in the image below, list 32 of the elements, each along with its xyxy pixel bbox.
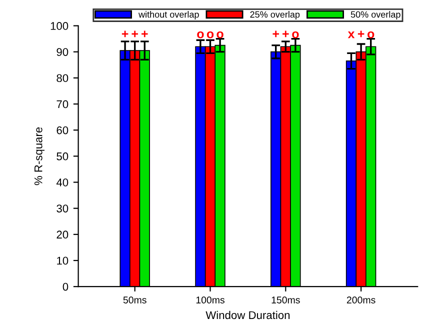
y-axis-title: % R-square	[34, 127, 44, 186]
data-label: o	[368, 31, 374, 38]
y-tick-label: 0	[62, 282, 68, 291]
data-label: +	[142, 30, 148, 38]
legend-label: without overlap	[138, 11, 199, 20]
y-tick-label: 60	[56, 126, 68, 134]
data-label: o	[206, 31, 214, 38]
x-tick-label: 100ms	[196, 296, 224, 304]
data-label: +	[132, 30, 138, 38]
x-tick-label: 150ms	[272, 296, 300, 304]
y-tick-label: 80	[56, 74, 68, 82]
data-label: +	[282, 30, 289, 38]
x-axis-title: Window Duration	[206, 310, 290, 320]
data-label: x	[348, 32, 355, 38]
legend-label: 25% overlap	[250, 11, 300, 20]
y-tick-label: 40	[56, 178, 68, 186]
data-label: o	[292, 31, 299, 38]
y-tick-label: 100	[50, 22, 68, 30]
y-tick-label: 20	[56, 230, 68, 239]
data-label: o	[197, 31, 204, 38]
data-label: o	[216, 31, 224, 38]
y-tick-label: 70	[56, 100, 68, 108]
y-tick-label: 50	[56, 152, 68, 160]
data-label: +	[122, 30, 128, 38]
x-tick-label: 200ms	[346, 296, 376, 304]
legend-label: 50% overlap	[350, 11, 400, 20]
y-tick-label: 10	[57, 256, 68, 265]
data-label: +	[272, 30, 279, 38]
y-tick-label: 30	[56, 204, 68, 212]
data-label: +	[358, 30, 364, 38]
y-tick-label: 90	[56, 48, 68, 56]
x-tick-label: 50ms	[123, 296, 146, 304]
